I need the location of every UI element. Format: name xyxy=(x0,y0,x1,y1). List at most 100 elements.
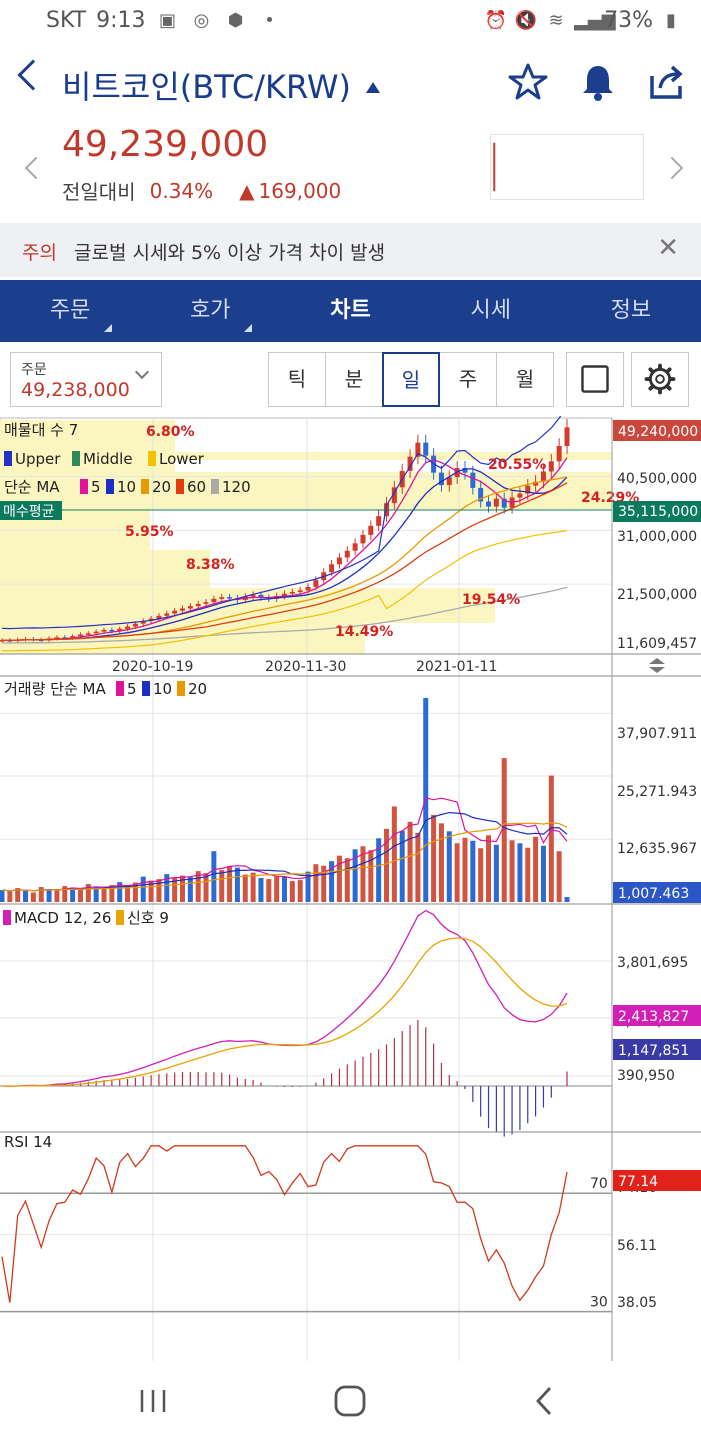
volume-bar-49 xyxy=(384,828,390,902)
volume-bar-46 xyxy=(360,846,366,902)
rsi-panel xyxy=(0,1145,612,1313)
last-price-tag-bg xyxy=(613,420,701,441)
share-icon[interactable] xyxy=(646,62,686,102)
tab-info[interactable]: 정보 xyxy=(610,298,652,323)
volume-bar-3 xyxy=(23,891,29,902)
up-triangle-icon: ▲ xyxy=(239,178,255,203)
volume-bar-38 xyxy=(297,880,303,902)
menu-corner-icon xyxy=(244,324,253,332)
period-tick[interactable]: 틱 xyxy=(268,352,326,407)
candle-body-42 xyxy=(329,564,335,573)
avg-buy-price-tag: 35,115,000 xyxy=(618,504,698,520)
candle-body-54 xyxy=(423,442,429,456)
close-icon[interactable]: ✕ xyxy=(657,233,679,263)
title-dropdown-icon[interactable] xyxy=(366,82,380,93)
candle-body-9 xyxy=(70,636,76,638)
signal-swatch xyxy=(116,910,124,925)
home-icon[interactable] xyxy=(332,1383,368,1419)
bollinger-label-1: Middle xyxy=(83,450,133,468)
period-minute[interactable]: 분 xyxy=(325,352,383,407)
volume-bar-56 xyxy=(438,823,444,902)
volume-ma-swatch-5 xyxy=(116,681,124,696)
chart-area[interactable]: 매물대 수 7 Upper Middle Lower 단순 MA 5 10 20 60 120 매수… xyxy=(0,405,701,1361)
next-coin-icon[interactable] xyxy=(660,156,684,180)
volume-bar-62 xyxy=(486,835,492,902)
price-panel xyxy=(0,405,612,652)
period-selector: 틱 분 일 주 월 xyxy=(268,352,554,407)
volume-bar-41 xyxy=(321,865,327,902)
price-axis-label-2: 21,500,000 xyxy=(617,587,697,603)
volume-bar-30 xyxy=(234,867,240,902)
star-icon[interactable] xyxy=(508,62,548,102)
candle-body-36 xyxy=(282,593,287,596)
gear-icon xyxy=(644,363,676,395)
candle-body-10 xyxy=(77,634,83,637)
avg-buy-tag-bg-right xyxy=(613,501,701,522)
volume-bar-8 xyxy=(62,886,68,902)
ma-legend-label: 단순 MA xyxy=(4,478,60,496)
avg-buy-tag-bg xyxy=(0,501,62,520)
tab-quotes[interactable]: 시세 xyxy=(470,298,511,323)
volume-bar-11 xyxy=(85,884,91,902)
tab-order[interactable]: 주문 xyxy=(0,280,140,342)
current-price: 49,239,000 xyxy=(62,124,269,165)
candle-body-57 xyxy=(446,477,452,486)
candle-body-39 xyxy=(305,586,311,591)
back-nav-icon[interactable] xyxy=(530,1383,560,1419)
period-day[interactable]: 일 xyxy=(382,352,440,407)
notice-message: 글로벌 시세와 5% 이상 가격 차이 발생 xyxy=(74,242,386,264)
macd-axis-label-2: 390,950 xyxy=(617,1068,675,1084)
volume-bar-50 xyxy=(391,806,397,902)
volume-profile-band-4 xyxy=(0,588,495,623)
ma-period-120: 120 xyxy=(222,478,251,496)
volume-bar-71 xyxy=(556,851,562,902)
candle-body-29 xyxy=(227,597,233,599)
volume-bar-4 xyxy=(30,892,36,902)
candle-body-48 xyxy=(376,516,382,526)
settings-button[interactable] xyxy=(631,352,689,407)
volume-bar-64 xyxy=(501,758,507,902)
change-amount: 169,000 xyxy=(258,178,342,203)
bollinger-label-0: Upper xyxy=(15,450,61,468)
volume-profile-pct-4: 8.38% xyxy=(186,557,235,573)
candle-body-0 xyxy=(0,640,5,642)
candle-body-15 xyxy=(117,628,123,632)
clock: 9:13 xyxy=(96,8,146,33)
period-week[interactable]: 주 xyxy=(439,352,497,407)
coin-title[interactable]: 비트코인(BTC/KRW) xyxy=(62,68,352,106)
tab-chart[interactable]: 차트 xyxy=(330,298,371,323)
ma-line-60 xyxy=(1,482,568,642)
candle-body-24 xyxy=(187,606,193,609)
chart-svg[interactable]: 매물대 수 7 Upper Middle Lower 단순 MA 5 10 20 60 120 매수… xyxy=(0,405,701,1361)
period-month[interactable]: 월 xyxy=(496,352,554,407)
back-icon[interactable] xyxy=(17,59,49,91)
tab-orderbook[interactable]: 호가 xyxy=(140,280,280,342)
ma-period-20: 20 xyxy=(152,478,171,496)
candle-body-14 xyxy=(109,629,115,632)
volume-bar-47 xyxy=(368,850,374,902)
volume-bar-23 xyxy=(179,875,185,902)
order-price-select[interactable]: 주문 49,238,000 xyxy=(10,352,162,407)
volume-bar-63 xyxy=(493,844,499,902)
mini-sparkline xyxy=(490,134,644,200)
rsi-axis-label-2: 38.05 xyxy=(617,1295,657,1311)
volume-bar-40 xyxy=(313,864,319,902)
volume-bar-2 xyxy=(15,888,21,902)
volume-bar-14 xyxy=(109,885,115,902)
volume-bar-25 xyxy=(195,871,201,902)
volume-bar-33 xyxy=(258,878,264,902)
fullscreen-button[interactable] xyxy=(566,352,624,407)
volume-bar-16 xyxy=(125,886,131,902)
order-select-label: 주문 xyxy=(21,362,47,378)
candle-body-50 xyxy=(391,487,397,504)
prev-coin-icon[interactable] xyxy=(24,156,48,180)
bell-icon[interactable] xyxy=(578,62,618,102)
recent-apps-icon[interactable] xyxy=(136,1384,170,1418)
alarm-icon: ⏰ xyxy=(484,9,508,31)
main-tabs: 주문 호가 차트 시세 정보 xyxy=(0,280,701,342)
volume-bar-27 xyxy=(211,851,217,902)
volume-bar-10 xyxy=(77,889,83,902)
volume-ma-20 xyxy=(1,821,568,892)
resize-up-icon xyxy=(649,658,665,664)
candle-body-32 xyxy=(250,594,256,597)
